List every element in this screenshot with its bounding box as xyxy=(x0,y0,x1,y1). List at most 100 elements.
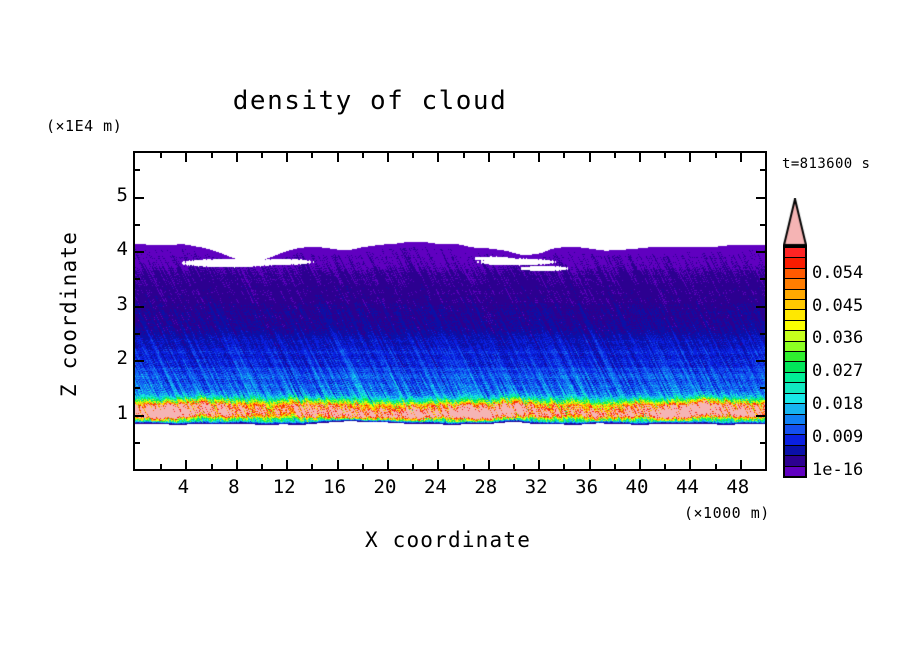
x-tick-major-top xyxy=(689,153,691,162)
y-tick-major-right xyxy=(756,415,765,417)
x-tick-major xyxy=(236,460,238,469)
colorbar-band xyxy=(785,362,805,373)
colorbar-band xyxy=(785,414,805,425)
colorbar-band xyxy=(785,445,805,457)
x-tick-minor xyxy=(513,464,515,469)
y-tick-major-right xyxy=(756,251,765,253)
colorbar-band xyxy=(785,435,805,446)
x-tick-label: 12 xyxy=(272,476,296,498)
x-tick-major xyxy=(538,460,540,469)
x-tick-minor-top xyxy=(513,153,515,158)
density-field-heatmap xyxy=(135,153,765,469)
x-tick-major xyxy=(639,460,641,469)
colorbar-band xyxy=(785,320,805,332)
colorbar-tick-label: 0.045 xyxy=(812,295,864,316)
x-tick-label: 40 xyxy=(625,476,649,498)
x-tick-major-top xyxy=(488,153,490,162)
x-tick-major xyxy=(488,460,490,469)
y-tick-major-right xyxy=(756,197,765,199)
y-tick-minor xyxy=(135,333,140,335)
x-axis-tick-labels: 4 8 12 16 20 24 28 32 36 40 44 48 xyxy=(133,476,763,498)
x-tick-major xyxy=(589,460,591,469)
y-tick-label: 4 xyxy=(116,238,128,261)
y-tick-major xyxy=(135,251,144,253)
x-tick-minor xyxy=(311,464,313,469)
x-tick-minor xyxy=(463,464,465,469)
x-tick-minor xyxy=(160,464,162,469)
x-tick-major-top xyxy=(236,153,238,162)
colorbar-tick-label: 0.009 xyxy=(812,427,864,447)
x-tick-label: 32 xyxy=(524,476,548,498)
x-tick-major xyxy=(185,460,187,469)
x-tick-major-top xyxy=(185,153,187,162)
x-tick-major xyxy=(740,460,742,469)
colorbar-tick-labels: 0.054 0.045 0.036 0.027 0.018 0.009 1e-16 xyxy=(812,246,902,480)
x-axis-unit-label: (×1000 m) xyxy=(684,504,770,522)
x-tick-major-top xyxy=(589,153,591,162)
y-axis-title: Z coordinate xyxy=(57,230,81,398)
y-tick-label: 3 xyxy=(116,292,128,315)
x-tick-major xyxy=(387,460,389,469)
colorbar-band xyxy=(785,372,805,384)
x-tick-minor-top xyxy=(211,153,213,158)
y-tick-major xyxy=(135,415,144,417)
colorbar-tick-label: 0.027 xyxy=(812,361,864,382)
colorbar xyxy=(783,246,807,478)
x-tick-major-top xyxy=(740,153,742,162)
colorbar-band xyxy=(785,268,805,280)
x-tick-minor xyxy=(261,464,263,469)
colorbar-band xyxy=(785,383,805,394)
colorbar-band xyxy=(785,456,805,467)
y-tick-minor-right xyxy=(760,442,765,444)
colorbar-band xyxy=(785,310,805,321)
x-tick-label: 8 xyxy=(228,476,240,498)
y-tick-label: 5 xyxy=(116,183,128,206)
x-tick-label: 28 xyxy=(474,476,498,498)
chart-title: density of cloud xyxy=(232,86,508,116)
x-tick-label: 36 xyxy=(575,476,599,498)
x-tick-label: 16 xyxy=(323,476,347,498)
colorbar-band xyxy=(785,393,805,405)
colorbar-band xyxy=(785,300,805,311)
colorbar-band xyxy=(785,424,805,436)
y-tick-label: 2 xyxy=(116,347,128,370)
x-tick-major-top xyxy=(286,153,288,162)
colorbar-band xyxy=(785,341,805,353)
x-tick-minor xyxy=(715,464,717,469)
x-tick-minor-top xyxy=(715,153,717,158)
y-tick-major-right xyxy=(756,360,765,362)
colorbar-band xyxy=(785,331,805,342)
x-tick-minor xyxy=(664,464,666,469)
y-tick-major xyxy=(135,306,144,308)
x-tick-minor-top xyxy=(563,153,565,158)
y-tick-major-right xyxy=(756,306,765,308)
y-tick-major xyxy=(135,360,144,362)
x-tick-major-top xyxy=(639,153,641,162)
y-tick-minor-right xyxy=(760,333,765,335)
colorbar-band xyxy=(785,466,805,476)
y-tick-label: 1 xyxy=(116,401,128,424)
y-tick-minor xyxy=(135,442,140,444)
x-tick-minor xyxy=(412,464,414,469)
colorbar-band xyxy=(785,279,805,290)
x-tick-label: 48 xyxy=(726,476,750,498)
y-axis-tick-labels: 1 2 3 4 5 xyxy=(96,151,128,467)
time-annotation: t=813600 s xyxy=(782,156,871,172)
x-tick-minor xyxy=(614,464,616,469)
y-axis-unit-label: (×1E4 m) xyxy=(46,117,123,135)
y-tick-minor-right xyxy=(760,387,765,389)
x-tick-minor-top xyxy=(412,153,414,158)
x-tick-minor xyxy=(563,464,565,469)
x-tick-minor-top xyxy=(463,153,465,158)
x-tick-minor-top xyxy=(311,153,313,158)
colorbar-tick-label: 1e-16 xyxy=(812,459,864,480)
colorbar-band xyxy=(785,258,805,269)
x-tick-minor-top xyxy=(664,153,666,158)
y-tick-minor xyxy=(135,169,140,171)
x-tick-major xyxy=(337,460,339,469)
colorbar-band xyxy=(785,404,805,415)
x-tick-minor-top xyxy=(614,153,616,158)
x-tick-label: 44 xyxy=(675,476,699,498)
y-tick-minor-right xyxy=(760,278,765,280)
